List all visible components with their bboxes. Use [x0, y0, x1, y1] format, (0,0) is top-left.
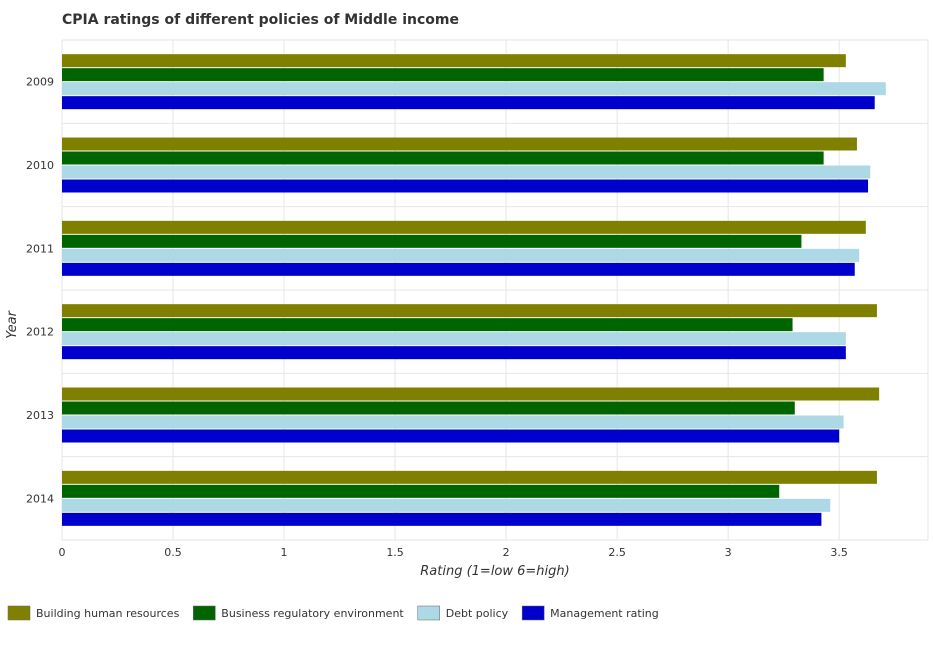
bar	[62, 429, 840, 443]
x-tick-label: 2	[503, 546, 510, 559]
x-tick-label: 1	[281, 546, 288, 559]
y-axis-tick-labels: 2009 2010 2011 2012 2013 2014	[26, 76, 54, 506]
bar	[62, 179, 869, 193]
legend-swatch	[7, 605, 31, 621]
y-tick-label: 2012	[26, 326, 54, 339]
bar	[62, 346, 846, 360]
bar	[62, 82, 886, 96]
legend-label: Debt policy	[446, 607, 509, 620]
bar	[62, 498, 831, 512]
x-tick-label: 1.5	[386, 546, 404, 559]
bar-group-2010	[62, 137, 871, 193]
legend-label: Building human resources	[36, 607, 180, 620]
y-tick-label: 2013	[26, 409, 54, 422]
bar	[62, 304, 877, 318]
bar	[62, 318, 793, 332]
y-tick-label: 2010	[26, 159, 54, 172]
bar	[62, 137, 857, 151]
x-tick-label: 3	[725, 546, 732, 559]
grid-lines	[61, 39, 929, 541]
bar	[62, 248, 860, 262]
bar-group-2012	[62, 304, 877, 360]
legend-label: Management rating	[550, 607, 659, 620]
bar	[62, 234, 802, 248]
legend: Building human resources Business regulat…	[7, 605, 659, 621]
bar	[62, 332, 846, 346]
legend-swatch	[521, 605, 545, 621]
bar-group-2011	[62, 220, 866, 276]
bar-group-2009	[62, 54, 886, 110]
x-tick-label: 0.5	[164, 546, 182, 559]
bar	[62, 96, 875, 110]
x-tick-label: 0	[59, 546, 66, 559]
bar	[62, 512, 822, 526]
bar	[62, 54, 846, 68]
legend-swatch	[193, 605, 216, 621]
x-axis-tick-labels: 0 0.5 1 1.5 2 2.5 3 3.5	[59, 546, 848, 559]
y-tick-label: 2009	[26, 76, 54, 89]
y-axis-title: Year	[5, 309, 20, 338]
bar	[62, 415, 844, 429]
legend-swatch	[417, 605, 440, 621]
x-tick-label: 3.5	[830, 546, 848, 559]
y-tick-label: 2014	[26, 492, 54, 505]
bars	[62, 54, 886, 526]
chart-title: CPIA ratings of different policies of Mi…	[62, 12, 459, 28]
bar	[62, 151, 824, 165]
bar	[62, 401, 795, 415]
bar	[62, 484, 780, 498]
bar	[62, 68, 824, 82]
y-tick-label: 2011	[26, 242, 54, 255]
bar	[62, 165, 871, 179]
bar	[62, 387, 880, 401]
x-tick-label: 2.5	[608, 546, 626, 559]
bar	[62, 220, 866, 234]
x-axis-title: Rating (1=low 6=high)	[420, 564, 569, 579]
bar-group-2013	[62, 387, 880, 443]
bar	[62, 262, 855, 276]
bar	[62, 470, 877, 484]
legend-label: Business regulatory environment	[221, 607, 404, 620]
bar-group-2014	[62, 470, 877, 526]
